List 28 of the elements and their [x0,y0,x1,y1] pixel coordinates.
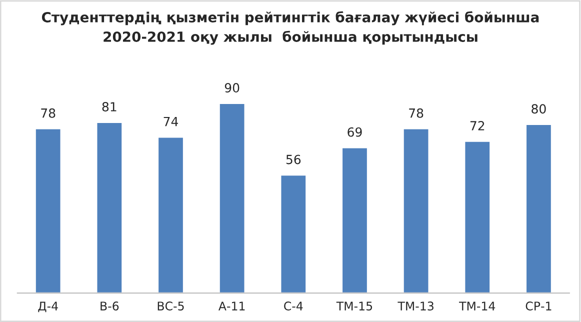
bar [280,174,307,294]
data-label: 69 [348,127,362,137]
bar [34,128,62,294]
bar [157,136,184,294]
bar [402,128,430,294]
x-tick-label: А-11 [218,302,245,310]
data-label: 78 [409,108,424,118]
x-tick-label: С-4 [284,302,303,310]
data-label: 56 [286,154,301,164]
data-label: 80 [532,104,546,114]
bar [96,122,123,294]
data-label: 81 [102,102,116,112]
data-label: 72 [470,121,484,130]
chart-title: Студенттердің қызметін рейтингтік бағалау жүйесі бойынша 2020-2021 оқу жылы бойынша қорытындысы [42,11,539,45]
x-tick-label: ТМ-13 [398,302,434,310]
x-tick-label: ТМ-15 [336,302,372,310]
x-tick-label: ТМ-14 [459,302,496,310]
bar [341,146,368,294]
data-label: 78 [41,108,56,118]
x-tick-label: Д-4 [38,302,58,312]
x-tick-label: В-6 [100,302,119,310]
x-tick-label: СР-1 [526,302,552,310]
bar [525,124,552,294]
bar [464,140,491,294]
data-label: 90 [224,83,240,93]
bar [218,102,246,294]
x-tick-label: ВС-5 [158,302,184,310]
data-label: 74 [164,116,178,126]
